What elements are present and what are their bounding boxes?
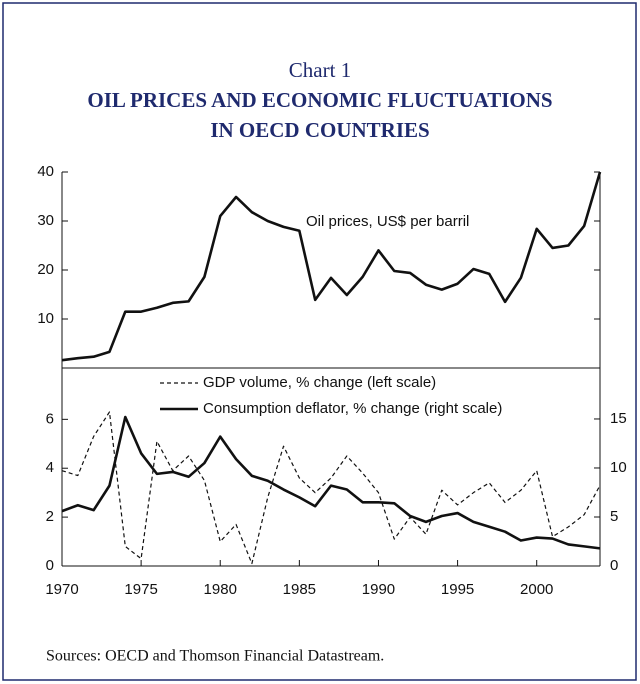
- x-tick-label: 2000: [520, 581, 553, 598]
- y2-tick-label: 0: [610, 557, 618, 574]
- y-tick-label: 40: [37, 163, 54, 180]
- y-tick-label: 6: [46, 410, 54, 427]
- y-tick-label: 10: [37, 310, 54, 327]
- y-tick-label: 20: [37, 261, 54, 278]
- y2-tick-label: 5: [610, 508, 618, 525]
- y2-tick-label: 10: [610, 459, 627, 476]
- x-tick-label: 1990: [362, 581, 395, 598]
- x-tick-label: 1995: [441, 581, 474, 598]
- y-tick-label: 30: [37, 212, 54, 229]
- data-line: [61, 171, 602, 362]
- chart-subtitle: IN OECD COUNTRIES: [210, 118, 429, 142]
- y-tick-label: 0: [46, 557, 54, 574]
- legend-label: Consumption deflator, % change (right sc…: [203, 400, 502, 417]
- chart-subtitle: OIL PRICES AND ECONOMIC FLUCTUATIONS: [87, 88, 552, 112]
- source-note: Sources: OECD and Thomson Financial Data…: [46, 648, 384, 665]
- chart-title: Chart 1: [289, 58, 351, 82]
- x-tick-label: 1985: [283, 581, 316, 598]
- data-line: [61, 411, 601, 565]
- y-tick-label: 2: [46, 508, 54, 525]
- x-tick-label: 1980: [204, 581, 237, 598]
- annotation: Oil prices, US$ per barril: [306, 213, 469, 230]
- legend-label: GDP volume, % change (left scale): [203, 374, 436, 391]
- x-tick-label: 1975: [124, 581, 157, 598]
- y-tick-label: 4: [46, 459, 54, 476]
- x-tick-label: 1970: [45, 581, 78, 598]
- data-line: [61, 415, 601, 550]
- y2-tick-label: 15: [610, 410, 627, 427]
